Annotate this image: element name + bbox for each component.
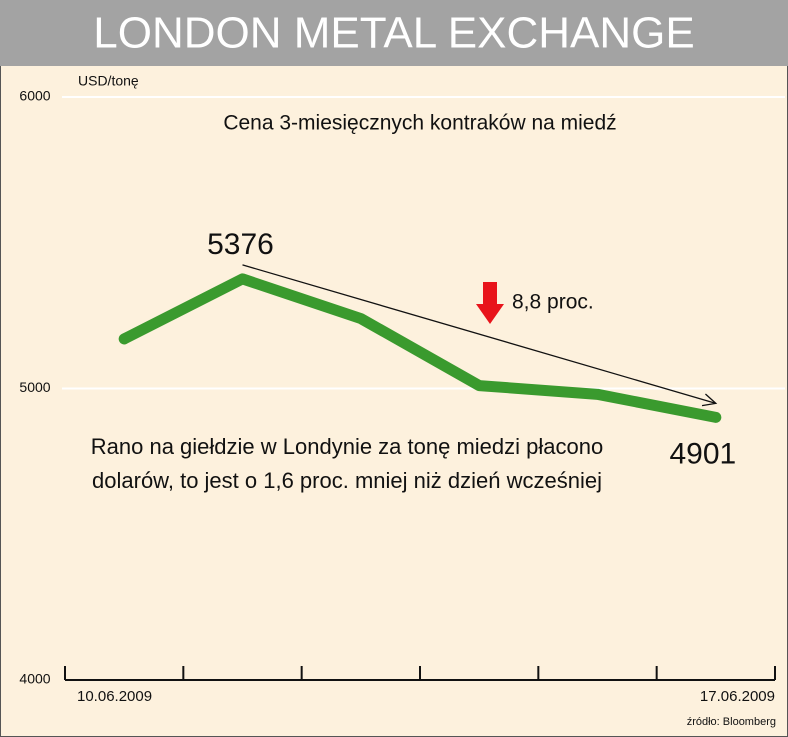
x-tick-label: 17.06.2009 <box>700 688 775 705</box>
chart-title: LONDON METAL EXCHANGE <box>93 9 694 58</box>
y-tick-label: 5000 <box>19 379 50 395</box>
value-label: 4901 <box>669 437 736 470</box>
change-annotation: 8,8 proc. <box>512 291 594 314</box>
title-bar <box>0 0 788 66</box>
source: źródło: Bloomberg <box>687 716 776 728</box>
value-label: 5376 <box>207 228 274 261</box>
subtitle: Cena 3-miesięcznych kontraków na miedź <box>223 112 616 135</box>
unit-label: USD/tonę <box>78 73 139 89</box>
y-tick-label: 4000 <box>19 671 50 687</box>
data-line <box>118 273 722 423</box>
trend-arrow-head <box>701 393 718 407</box>
y-tick-label: 6000 <box>19 88 50 104</box>
down-arrow <box>476 282 504 324</box>
trend-arrow <box>242 264 717 404</box>
x-tick-label: 10.06.2009 <box>77 688 152 705</box>
note-line: Rano na giełdzie w Londynie za tonę mied… <box>91 434 603 459</box>
note-line: dolarów, to jest o 1,6 proc. mniej niż d… <box>92 468 602 493</box>
